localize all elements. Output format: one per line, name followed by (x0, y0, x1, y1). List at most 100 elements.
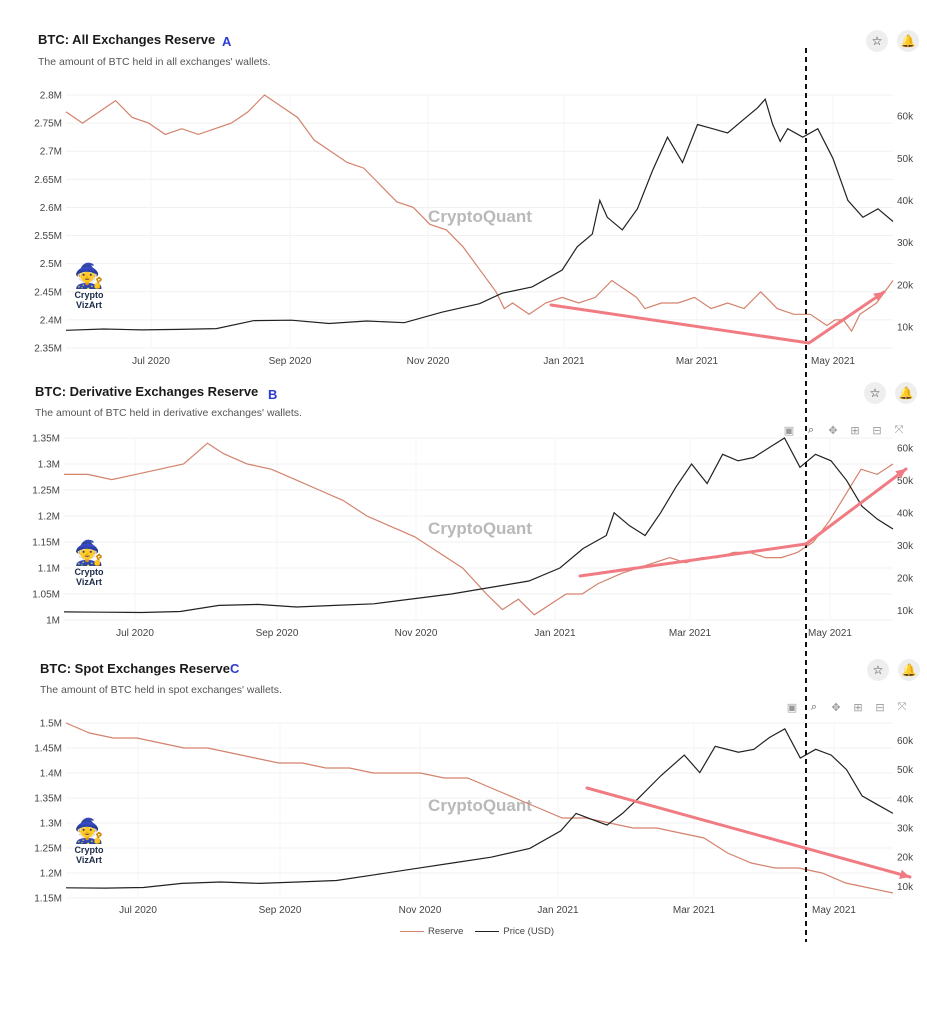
y-right-tick: 10k (897, 606, 914, 617)
trend-arrow-b (578, 467, 908, 578)
zoom-out-icon[interactable]: ⊟ (872, 425, 882, 437)
trend-arrow-c-shaft (585, 786, 912, 879)
y-left-tick: 1.2M (40, 869, 62, 880)
y-right-tick: 60k (897, 736, 914, 747)
reserve-line (64, 442, 894, 616)
chart-b-svg: 1.35M 1.3M 1.25M 1.2M 1.15M 1.1M 1.05M 1M 60k 50k… (32, 434, 914, 640)
chart-legend: Reserve Price (USD) (400, 926, 554, 937)
x-tick: Nov 2020 (395, 628, 438, 639)
chart-subtitle-b: The amount of BTC held in derivative exc… (35, 407, 302, 419)
y-left-tick: 1M (46, 616, 60, 627)
wizard-logo-icon: 🧙 (74, 263, 104, 290)
logo-line-1: Crypto (74, 290, 104, 300)
watermark: CryptoQuant (428, 796, 532, 815)
y-left-tick: 1.3M (40, 819, 62, 830)
wizard-logo-icon: 🧙 (74, 818, 104, 845)
chart-subtitle-c: The amount of BTC held in spot exchanges… (40, 684, 282, 696)
chart-subtitle-a: The amount of BTC held in all exchanges'… (38, 56, 271, 68)
y-left-tick: 1.35M (32, 434, 60, 445)
watermark: CryptoQuant (428, 519, 532, 538)
camera-icon[interactable]: ▣ (786, 702, 798, 714)
logo-line-2: VizArt (76, 855, 102, 865)
trend-arrow-a (549, 290, 886, 345)
y-left-tick: 1.4M (40, 769, 62, 780)
logo-a: 🧙 Crypto VizArt (74, 263, 104, 311)
y-left-tick: 2.45M (34, 287, 62, 298)
x-tick: Nov 2020 (399, 905, 442, 916)
camera-icon[interactable]: ▣ (783, 425, 795, 437)
y-left-tick: 1.25M (34, 844, 62, 855)
x-tick: Mar 2021 (676, 356, 719, 367)
logo-c: 🧙 Crypto VizArt (74, 818, 104, 866)
y-left-tick: 2.55M (34, 231, 62, 242)
pan-icon[interactable]: ✥ (828, 425, 838, 437)
trend-arrow-c (585, 786, 912, 879)
chart-title-b: BTC: Derivative Exchanges Reserve (35, 384, 259, 399)
zoom-icon[interactable]: ⌕ (810, 701, 818, 713)
x-tick: Sep 2020 (256, 628, 299, 639)
chart-letter-b: B (268, 387, 278, 402)
legend-price[interactable]: Price (USD) (475, 926, 554, 937)
trend-arrow-b-head (895, 469, 906, 479)
pan-icon[interactable]: ✥ (831, 702, 841, 714)
star-icon[interactable]: ☆ (864, 382, 886, 404)
trend-arrow-c-head (899, 869, 910, 879)
trend-arrow-b-shaft (578, 467, 908, 578)
wizard-logo-icon: 🧙 (74, 540, 104, 567)
trend-arrow-a-head (873, 292, 884, 302)
zoom-out-icon[interactable]: ⊟ (875, 702, 885, 714)
chart-letter-a: A (222, 34, 232, 49)
y-left-tick: 2.5M (40, 259, 62, 270)
logo-line-1: Crypto (74, 845, 104, 855)
y-left-tick: 2.35M (34, 344, 62, 355)
watermark: CryptoQuant (428, 207, 532, 226)
reserve-line (65, 94, 894, 333)
chart-letter-c: C (230, 661, 240, 676)
y-right-tick: 10k (897, 322, 914, 333)
panel-spot-exchanges: BTC: Spot Exchanges Reserve C The amount… (34, 659, 920, 917)
autoscale-icon[interactable]: ⤧ (894, 424, 904, 436)
star-icon[interactable]: ☆ (867, 659, 889, 681)
price-line (65, 97, 894, 331)
x-tick: Sep 2020 (259, 905, 302, 916)
panel-all-exchanges: BTC: All Exchanges Reserve A The amount … (0, 0, 927, 380)
price-line (65, 727, 894, 889)
x-tick: Nov 2020 (407, 356, 450, 367)
y-left-tick: 1.15M (32, 538, 60, 549)
y-right-tick: 40k (897, 508, 914, 519)
legend-reserve-label: Reserve (428, 926, 464, 937)
y-left-tick: 1.3M (38, 460, 60, 471)
star-icon[interactable]: ☆ (866, 30, 888, 52)
x-tick: Jan 2021 (537, 905, 579, 916)
x-tick: Jan 2021 (534, 628, 576, 639)
x-tick: May 2021 (811, 356, 855, 367)
y-left-tick: 2.8M (40, 91, 62, 102)
legend-reserve[interactable]: Reserve (400, 926, 463, 937)
zoom-icon[interactable]: ⌕ (807, 424, 815, 436)
x-tick: Sep 2020 (269, 356, 312, 367)
y-left-tick: 2.4M (40, 315, 62, 326)
zoom-in-icon[interactable]: ⊞ (853, 702, 863, 714)
bell-icon[interactable]: 🔔 (898, 659, 920, 681)
y-left-tick: 1.15M (34, 894, 62, 905)
chart-c-svg: 1.5M 1.45M 1.4M 1.35M 1.3M 1.25M 1.2M 1.15M 60k 5… (34, 719, 914, 917)
logo-line-2: VizArt (76, 300, 102, 310)
y-right-tick: 30k (897, 541, 914, 552)
autoscale-icon[interactable]: ⤧ (897, 701, 907, 713)
bell-icon[interactable]: 🔔 (895, 382, 917, 404)
x-tick: Jul 2020 (119, 905, 157, 916)
zoom-in-icon[interactable]: ⊞ (850, 425, 860, 437)
y-right-tick: 50k (897, 154, 914, 165)
chart-title-c: BTC: Spot Exchanges Reserve (40, 661, 231, 676)
y-right-tick: 20k (897, 280, 914, 291)
legend-price-label: Price (USD) (503, 926, 555, 937)
bell-icon[interactable]: 🔔 (897, 30, 919, 52)
y-left-tick: 1.05M (32, 590, 60, 601)
y-left-tick: 1.1M (38, 564, 60, 575)
chart-a-svg: 2.8M 2.75M 2.7M 2.65M 2.6M 2.55M 2.5M 2.45M 2.4M… (34, 91, 914, 368)
y-right-tick: 60k (897, 112, 914, 123)
y-right-tick: 40k (897, 794, 914, 805)
logo-line-2: VizArt (76, 577, 102, 587)
y-left-tick: 1.2M (38, 512, 60, 523)
